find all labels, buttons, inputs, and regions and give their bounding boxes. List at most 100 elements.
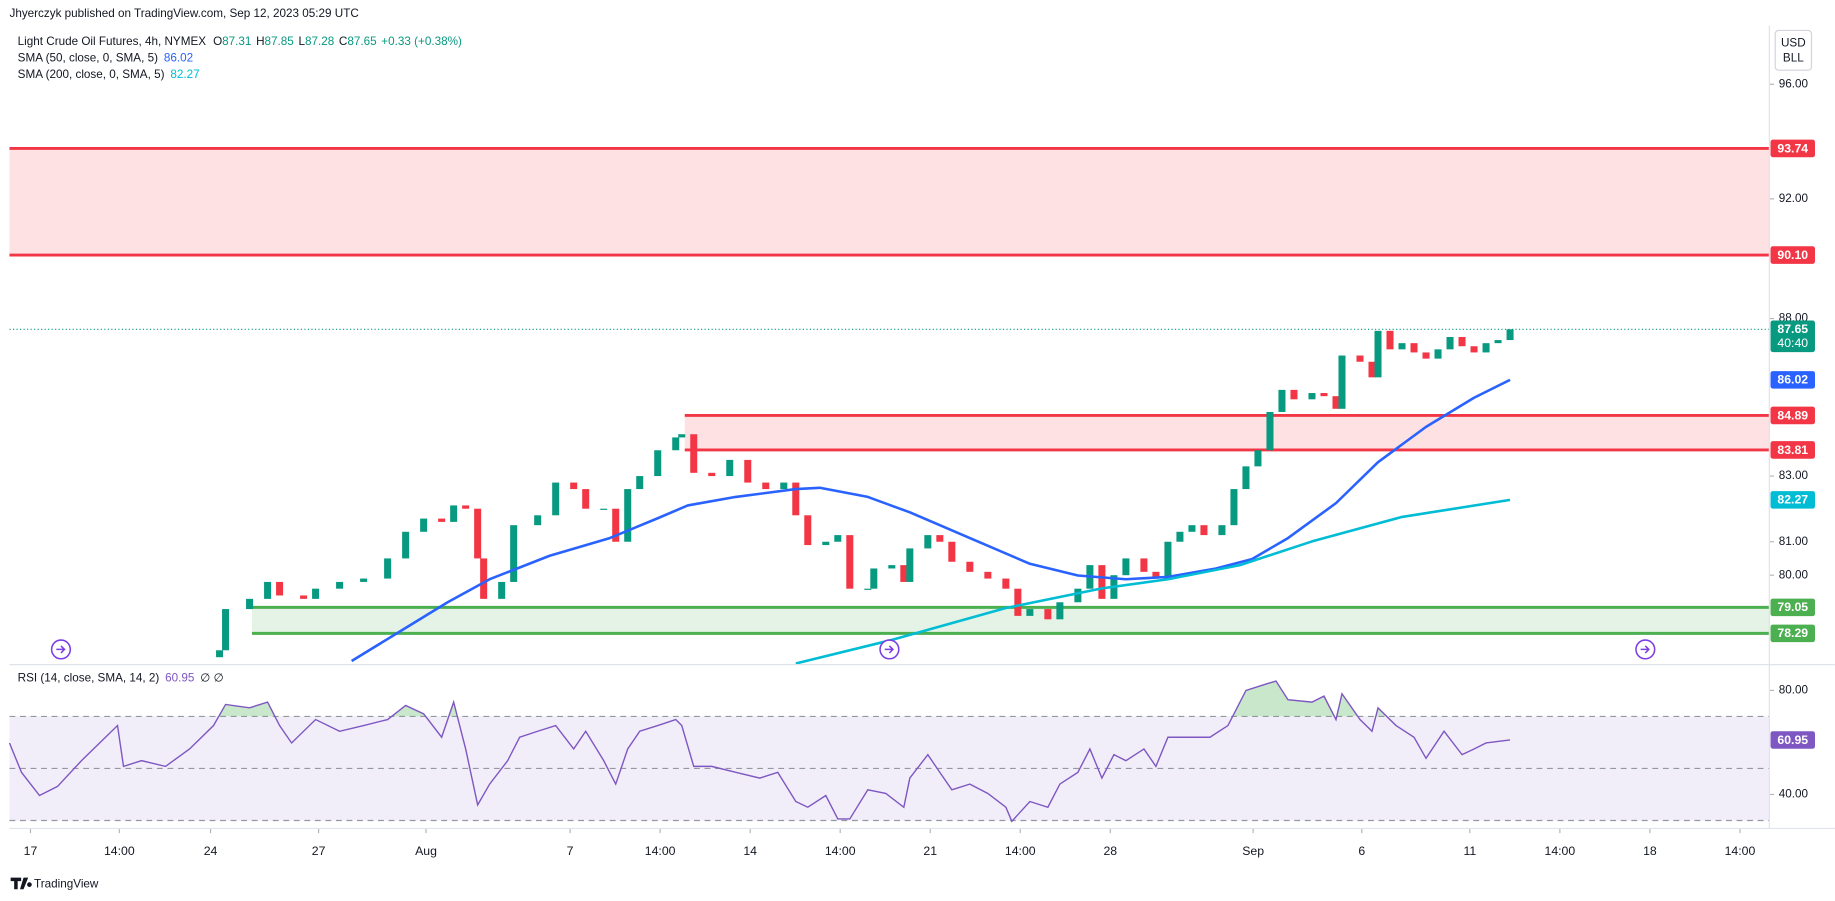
candle <box>360 578 368 582</box>
alert-icon[interactable] <box>50 639 72 660</box>
x-tick-label: Sep <box>1242 844 1264 858</box>
candle <box>1290 389 1298 400</box>
sma-price-label-box <box>1770 371 1815 389</box>
x-tick-label: 14:00 <box>1725 844 1756 858</box>
candle <box>900 565 908 582</box>
rsi-name: RSI (14, close, SMA, 14, 2) <box>18 672 160 685</box>
zone-bottom-label-box <box>1770 246 1815 264</box>
sma-line <box>795 498 1511 665</box>
candle <box>276 581 284 596</box>
candle <box>804 515 812 546</box>
candle <box>1044 609 1052 620</box>
candle <box>1398 343 1406 350</box>
marks-layer <box>8 146 1770 823</box>
x-tick-label: 21 <box>923 844 937 858</box>
brand-logo[interactable] <box>10 877 32 890</box>
zone-bottom-label-box <box>1770 441 1815 459</box>
candle <box>846 535 854 589</box>
candle <box>1200 525 1208 536</box>
alert-icon[interactable] <box>879 639 900 660</box>
candle <box>1254 450 1262 467</box>
candle <box>600 508 608 510</box>
y-tick-label: 81.00 <box>1779 535 1809 548</box>
candle <box>1140 558 1148 572</box>
sma-price-label-box <box>1770 491 1815 509</box>
sma-legend: SMA (50, close, 0, SMA, 5) 86.02 <box>18 52 193 65</box>
y-tick-label: 92.00 <box>1779 192 1809 205</box>
candle <box>510 525 518 582</box>
candle <box>1098 565 1106 599</box>
ohlc-value: 87.28 <box>305 35 334 48</box>
currency-box[interactable] <box>1774 29 1813 71</box>
candle <box>924 535 932 549</box>
candle <box>762 482 770 490</box>
y-tick-label: 80.00 <box>1779 568 1809 581</box>
candle <box>1494 340 1502 344</box>
x-tick-label: 11 <box>1463 844 1476 858</box>
candle <box>906 548 914 582</box>
candle <box>582 489 590 509</box>
countdown: 40:40 <box>1777 336 1808 350</box>
candle <box>1332 396 1340 409</box>
last-price-box <box>1770 320 1815 353</box>
sma-name: SMA (50, close, 0, SMA, 5) <box>18 52 158 65</box>
candle <box>246 598 254 610</box>
candle <box>1014 588 1022 616</box>
candle <box>1482 343 1490 353</box>
candle <box>1218 525 1226 536</box>
brand[interactable]: TradingView <box>34 878 99 891</box>
candle <box>450 505 458 522</box>
candle <box>1320 393 1328 397</box>
y-tick-label: 83.00 <box>1779 469 1809 482</box>
alert-icon[interactable] <box>1635 639 1656 660</box>
candle <box>498 581 506 599</box>
candle <box>474 508 482 559</box>
x-tick-label: 14:00 <box>645 844 676 858</box>
sma-value: 82.27 <box>170 68 199 81</box>
candle <box>678 434 686 438</box>
x-tick-label: 14:00 <box>104 844 135 858</box>
main-legend: Light Crude Oil Futures, 4h, NYMEX O87.31… <box>18 35 462 48</box>
candle <box>222 609 230 651</box>
candle <box>984 571 992 579</box>
candle <box>1422 352 1430 359</box>
ohlc-key: L <box>298 35 305 48</box>
x-tick-label: 14:00 <box>1545 844 1576 858</box>
candle <box>1446 336 1454 350</box>
candle <box>1386 330 1394 350</box>
zone-bottom-label: 83.81 <box>1777 443 1808 457</box>
candle <box>1266 411 1274 451</box>
candle <box>552 482 560 516</box>
candle <box>888 565 896 569</box>
candle <box>1470 346 1478 353</box>
candle <box>264 581 272 599</box>
front-layer: 17 14:00 24 27 Aug 7 14:00 14 14:00 21 14:00 28 Sep 6… <box>24 139 1815 858</box>
candle <box>1374 330 1382 378</box>
rsi-price-label: 60.95 <box>1777 733 1808 747</box>
candle <box>402 531 410 559</box>
x-tick-label: 14:00 <box>1005 844 1036 858</box>
zone <box>9 148 1770 256</box>
zone-bottom-label: 78.29 <box>1777 626 1808 640</box>
currency: USD <box>1781 36 1806 49</box>
x-tick-label: Aug <box>415 844 437 858</box>
x-tick-label: 28 <box>1103 844 1117 858</box>
candle <box>420 518 428 532</box>
candle <box>1074 588 1082 603</box>
candle <box>534 515 542 526</box>
candle <box>438 518 446 522</box>
candle <box>1188 525 1196 532</box>
candle <box>624 489 632 542</box>
ohlc-key: O <box>213 35 222 48</box>
candle <box>726 459 734 477</box>
ohlc-key: C <box>339 35 347 48</box>
candle <box>792 482 800 516</box>
rsi-extra: ∅ ∅ <box>200 672 224 685</box>
candle <box>312 588 320 599</box>
x-tick-label: 14 <box>743 844 757 858</box>
candle <box>1506 329 1514 341</box>
zone-bottom-label: 90.10 <box>1777 248 1808 262</box>
zone-top-label: 84.89 <box>1777 408 1808 422</box>
candle <box>870 568 878 589</box>
